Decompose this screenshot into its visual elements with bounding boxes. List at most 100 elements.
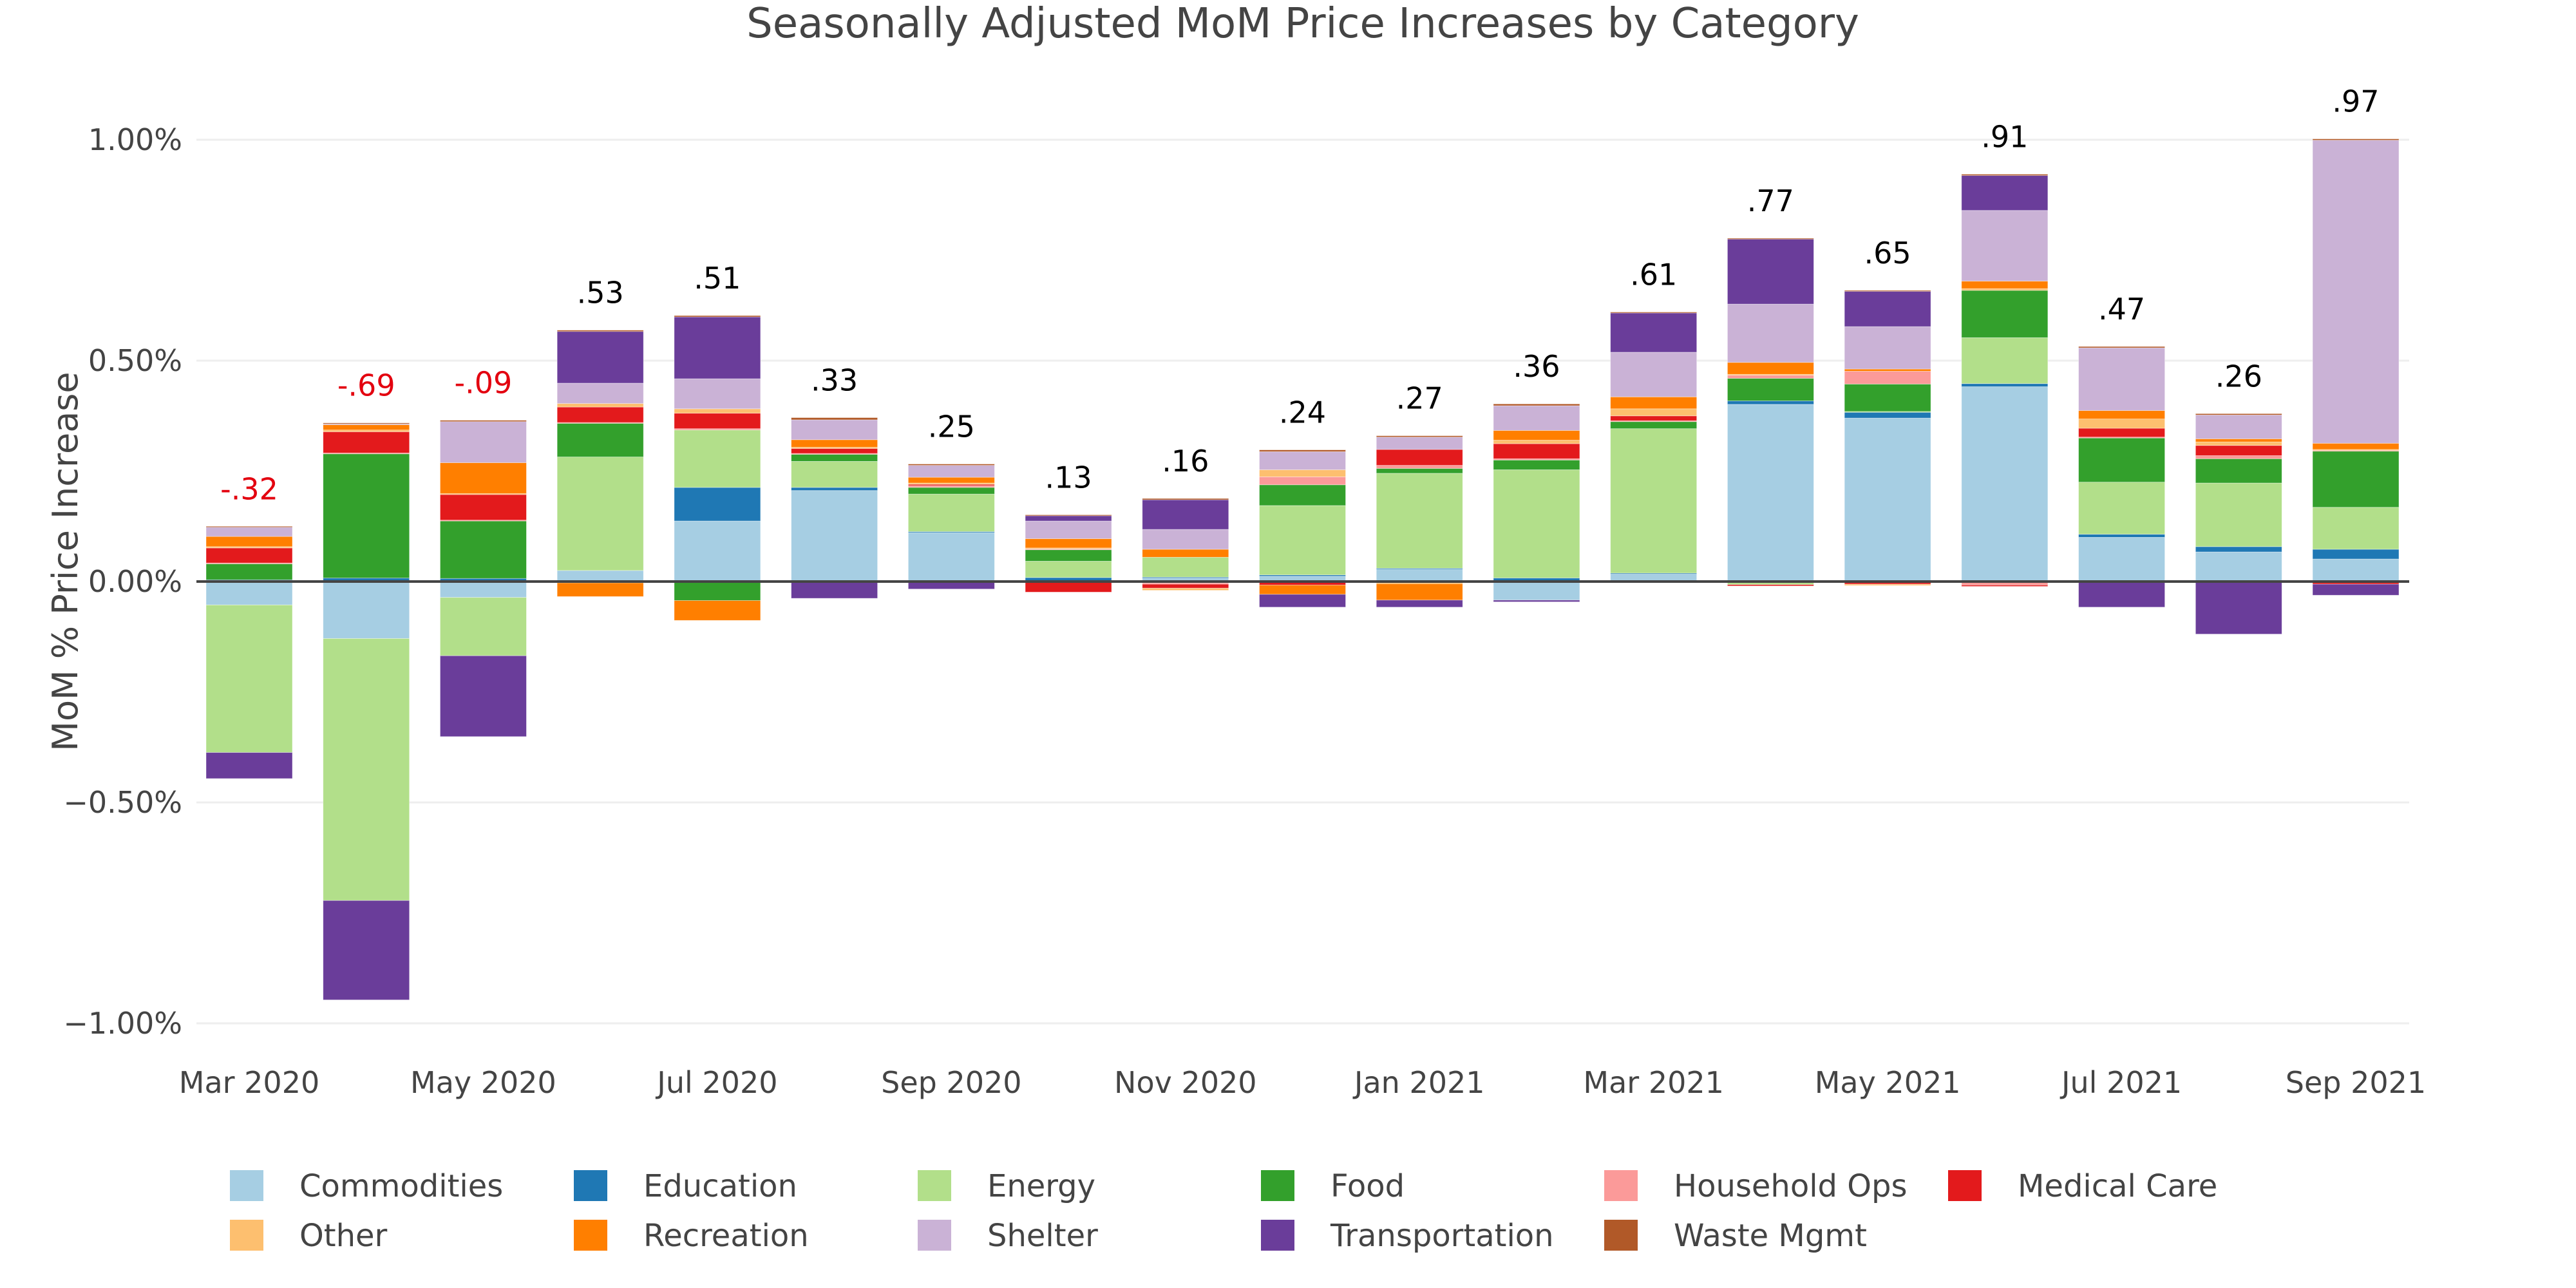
bar-segment-food [1025,549,1112,562]
bar-segment-commodities [323,581,410,639]
bar-segment-other [1142,587,1229,591]
legend-item[interactable]: Transportation [1261,1218,1554,1254]
legend-item[interactable]: Commodities [230,1168,503,1204]
bar-segment-waste-mgmt [1961,174,2049,176]
bar-segment-energy [1493,469,1580,578]
x-tick-label: Jul 2021 [2060,1065,2182,1100]
bar-segment-medical-care [205,547,293,564]
bar-segment-other [556,403,644,408]
bar-segment-commodities [1961,386,2049,582]
bars [205,138,2400,1001]
bar-segment-transportation [1142,499,1229,530]
bar-segment-transportation [1259,594,1346,608]
bar-segment-waste-mgmt [1844,290,1931,292]
bar-segment-food [1610,421,1698,430]
bar-segment-waste-mgmt [2195,413,2282,415]
legend-swatch [1261,1220,1294,1251]
legend-item[interactable]: Recreation [574,1218,809,1254]
total-label: .61 [1630,258,1677,292]
bar-segment-recreation [440,462,527,494]
bar-segment-waste-mgmt [2078,346,2165,348]
legend-swatch [1604,1170,1638,1201]
bar-segment-other [2078,419,2165,429]
legend-swatch [230,1170,263,1201]
legend-label: Waste Mgmt [1674,1218,1867,1254]
bar-segment-medical-care [1727,584,1814,587]
bar-segment-recreation [1025,538,1112,549]
bar-segment-food [2312,450,2400,508]
bar-segment-shelter [674,378,761,410]
bar-segment-shelter [1025,520,1112,539]
total-label: .26 [2215,359,2262,393]
legend-item[interactable]: Household Ops [1604,1168,1908,1204]
bar-segment-household-ops [1844,371,1931,384]
legend-swatch [1948,1170,1982,1201]
x-tick-label: May 2021 [1815,1065,1961,1100]
legend-item[interactable]: Energy [918,1168,1095,1204]
total-label: .51 [694,261,741,296]
legend-item[interactable]: Other [230,1218,388,1254]
legend-item[interactable]: Medical Care [1948,1168,2217,1204]
bar-segment-food [2078,437,2165,483]
bar-segment-commodities [2312,558,2400,582]
bar-segment-waste-mgmt [1376,435,1463,438]
bar-segment-transportation [1376,600,1463,608]
bar-segment-household-ops [1259,477,1346,486]
y-axis-title: MoM % Price Increase [45,372,86,751]
legend-item[interactable]: Food [1261,1168,1405,1204]
bar-segment-shelter [205,527,293,537]
total-label: .97 [2332,84,2379,119]
bar-segment-household-ops [907,485,995,488]
bar-segment-recreation [323,424,410,431]
bar-segment-waste-mgmt [1259,450,1346,452]
bar-segment-medical-care [1961,585,2049,587]
bar-segment-waste-mgmt [907,464,995,466]
bar-segment-education [1727,401,1814,405]
bar-segment-energy [323,638,410,901]
bar-segment-energy [674,430,761,488]
bar-segment-education [2078,534,2165,538]
bar-segment-shelter [1844,326,1931,370]
total-label: .65 [1864,236,1911,270]
bar-segment-commodities [791,490,878,582]
bar-segment-food [1493,459,1580,470]
bar-segment-commodities [1844,417,1931,582]
bar-segment-transportation [440,655,527,737]
bar-segment-food [205,563,293,580]
bar-segment-medical-care [1493,443,1580,459]
bar-segment-shelter [2312,140,2400,444]
bar-segment-medical-care [323,431,410,453]
bar-segment-commodities [1727,404,1814,582]
bar-segment-recreation [556,582,644,597]
bar-segment-waste-mgmt [1727,238,1814,240]
bar-segment-education [1844,412,1931,419]
bar-segment-shelter [2195,414,2282,439]
y-tick-label: 1.00% [88,122,182,157]
bar-segment-commodities [1493,581,1580,601]
bar-segment-recreation [1376,583,1463,601]
bar-segment-food [907,487,995,495]
bar-segment-recreation [1142,549,1229,558]
bar-segment-shelter [1376,437,1463,450]
legend-label: Energy [987,1168,1095,1204]
legend-swatch [574,1220,607,1251]
bar-segment-other [1259,469,1346,477]
legend-item[interactable]: Waste Mgmt [1604,1218,1867,1254]
bar-segment-transportation [2312,583,2400,596]
bar-segment-shelter [2078,347,2165,411]
x-tick-label: Sep 2021 [2286,1065,2426,1100]
bar-segment-waste-mgmt [674,315,761,317]
chart-title: Seasonally Adjusted MoM Price Increases … [746,0,1859,48]
bar-segment-education [674,487,761,522]
bar-segment-shelter [1259,451,1346,470]
bar-segment-education [2195,546,2282,553]
bar-segment-other [674,408,761,414]
bar-segment-recreation [2078,410,2165,419]
bar-segment-transportation [1844,290,1931,327]
legend-item[interactable]: Shelter [918,1218,1098,1254]
x-tick-label: Nov 2020 [1114,1065,1256,1100]
bar-segment-transportation [1025,515,1112,522]
legend-item[interactable]: Education [574,1168,797,1204]
bar-segment-medical-care [1025,582,1112,592]
bar-segment-energy [1610,428,1698,574]
